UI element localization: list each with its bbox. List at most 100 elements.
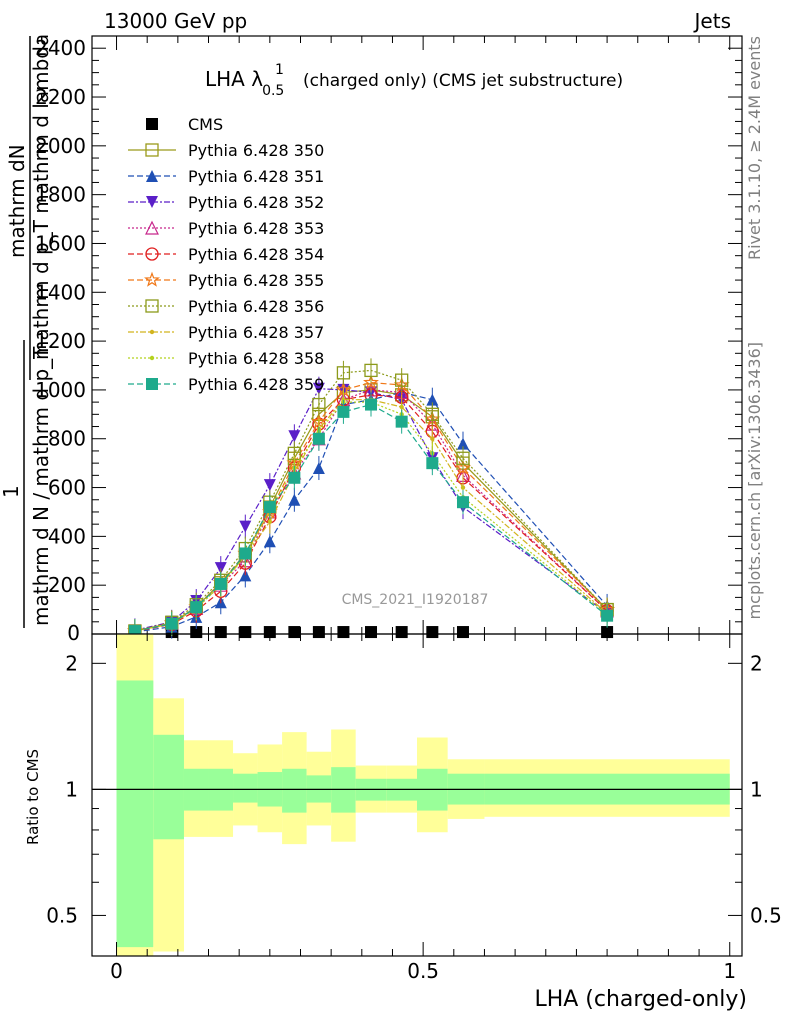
series-layer	[126, 358, 616, 645]
ratio-axis-ticks	[92, 634, 742, 956]
data-point	[337, 405, 350, 418]
legend-marker	[145, 143, 159, 157]
legend-label: Pythia 6.428 357	[188, 323, 324, 342]
legend-marker	[146, 118, 158, 130]
data-point	[395, 626, 408, 639]
analysis-watermark: CMS_2021_I1920187	[342, 592, 489, 608]
data-point	[312, 626, 325, 639]
ratio-tick-labels: 0.5 0.5 1 1 2 2 0 0.5 1	[46, 651, 782, 983]
legend-label: Pythia 6.428 350	[188, 141, 324, 160]
legend-label: Pythia 6.428 358	[188, 349, 324, 368]
energy-label: 13000 GeV pp	[104, 9, 247, 33]
legend-label: Pythia 6.428 355	[188, 271, 324, 290]
data-point	[430, 436, 435, 441]
data-point	[263, 535, 276, 548]
legend-marker	[145, 220, 159, 235]
y-tick-label: 1600	[35, 231, 86, 255]
svg-text:LHA λ0.5: LHA λ0.5	[205, 67, 284, 99]
data-point	[456, 451, 470, 465]
series-line	[134, 369, 608, 632]
legend-label: CMS	[188, 115, 223, 134]
legend-label: Pythia 6.428 351	[188, 167, 324, 186]
data-point	[601, 609, 614, 622]
data-point	[288, 626, 301, 639]
data-point	[395, 373, 409, 387]
legend: CMS Pythia 6.428 350 Pythia 6.428 351 Pythi…	[128, 115, 324, 394]
ratio-y-axis-label: Ratio to CMS	[24, 749, 42, 845]
data-point	[426, 626, 439, 639]
ratio-band-inner	[153, 734, 184, 840]
data-point	[214, 626, 227, 639]
data-point	[239, 626, 252, 639]
ratio-band-inner	[233, 773, 258, 803]
legend-marker	[145, 299, 159, 313]
title-rest: (charged only) (CMS jet substructure)	[303, 71, 623, 91]
data-point	[288, 493, 301, 506]
y-tick-label: 600	[48, 476, 86, 500]
ratio-y-tick-label: 2	[65, 651, 78, 675]
y-tick-label: 200	[48, 573, 86, 597]
y-tick-label: 800	[48, 427, 86, 451]
y-tick-label: 2400	[35, 36, 86, 60]
ylabel-top: mathrm dN	[5, 144, 29, 258]
y-tick-label: 1000	[35, 378, 86, 402]
ylabel-bottom: mathrm d N / mathrm d p_T	[29, 346, 53, 626]
data-point	[312, 382, 325, 395]
ylabel-top2: mathrm d p_T mathrm d lambda	[29, 34, 53, 360]
ratio-y-tick-label-right: 0.5	[750, 903, 782, 927]
data-point	[364, 363, 378, 378]
main-zero-label: 0	[67, 621, 80, 645]
x-tick-label: 1	[723, 959, 736, 983]
legend-marker	[149, 355, 155, 361]
data-point	[456, 626, 469, 639]
ratio-y-tick-label-right: 2	[750, 651, 763, 675]
data-point	[365, 398, 378, 411]
data-point	[426, 457, 439, 470]
legend-label: Pythia 6.428 356	[188, 297, 324, 316]
y-tick-label: 2000	[35, 134, 86, 158]
legend-marker	[144, 271, 160, 287]
y-tick-label: 1400	[35, 280, 86, 304]
main-y-tick-labels: 200 400 600 800 1000 1200 1400 1600 1800 2000 2200…	[35, 36, 86, 597]
data-point	[190, 626, 203, 639]
series-0	[128, 626, 614, 639]
ylabel-one: 1	[0, 485, 23, 498]
data-point	[312, 432, 325, 445]
legend-label: Pythia 6.428 353	[188, 219, 324, 238]
data-point	[190, 601, 203, 614]
legend-label: Pythia 6.428 354	[188, 245, 324, 264]
y-tick-label: 2200	[35, 85, 86, 109]
data-point	[312, 397, 326, 412]
rivet-version-label: Rivet 3.1.10, ≥ 2.4M events	[745, 36, 764, 260]
ratio-y-tick-label: 0.5	[46, 903, 78, 927]
data-point	[456, 437, 469, 450]
ratio-panel: 0.5 0.5 1 1 2 2 0 0.5 1 Ratio to CMS LHA (charge…	[24, 633, 782, 1012]
data-point	[336, 366, 351, 380]
plot-title: LHA λ0.5 1 (charged only) (CMS jet subst…	[205, 62, 623, 99]
legend-marker	[146, 170, 158, 182]
ratio-bands	[116, 634, 730, 956]
data-point	[263, 501, 276, 514]
y-tick-label: 400	[48, 524, 86, 548]
title-sub: 0.5	[262, 83, 284, 99]
data-point	[426, 393, 439, 406]
x-tick-label: 0	[110, 959, 123, 983]
ratio-band-inner	[116, 680, 154, 948]
jets-label: Jets	[693, 9, 731, 33]
data-point	[288, 471, 301, 484]
data-point	[337, 626, 350, 639]
data-point	[263, 626, 276, 639]
data-point	[165, 617, 178, 630]
data-point	[214, 562, 227, 575]
data-point	[239, 547, 252, 560]
data-point	[456, 496, 469, 509]
series-line	[134, 394, 608, 633]
title-main: LHA λ	[205, 67, 263, 91]
data-point	[425, 407, 439, 421]
main-panel: 200 400 600 800 1000 1200 1400 1600 1800 2000 2200…	[0, 34, 743, 645]
legend-marker	[146, 378, 158, 390]
data-point	[395, 415, 408, 428]
y-tick-label: 1200	[35, 329, 86, 353]
data-point	[288, 430, 301, 443]
